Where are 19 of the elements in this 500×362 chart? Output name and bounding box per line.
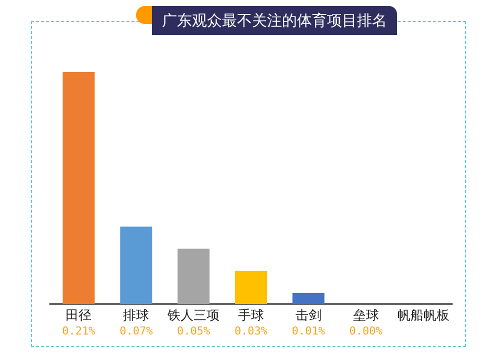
data-label: 0.00%	[349, 324, 383, 338]
x-tick-label: 击剑	[295, 308, 322, 324]
bar	[235, 270, 267, 304]
bar	[120, 226, 152, 304]
data-label: 0.05%	[177, 324, 210, 338]
data-label: 0.07%	[120, 324, 154, 338]
bar	[62, 72, 95, 304]
x-tick-label: 手球	[238, 308, 264, 324]
data-label: 0.01%	[292, 324, 326, 338]
x-tick-label: 排球	[123, 308, 150, 324]
x-tick-label: 铁人三项	[166, 308, 220, 324]
data-label: 0.03%	[234, 324, 268, 338]
bar	[178, 248, 210, 304]
data-label: 0.21%	[62, 324, 96, 338]
x-tick-label: 帆船帆板	[397, 308, 450, 324]
x-tick-label: 田径	[66, 308, 92, 324]
chart-title: 广东观众最不关注的体育项目排名	[162, 12, 387, 30]
bar	[292, 292, 324, 304]
x-tick-label: 垒球	[352, 308, 379, 324]
